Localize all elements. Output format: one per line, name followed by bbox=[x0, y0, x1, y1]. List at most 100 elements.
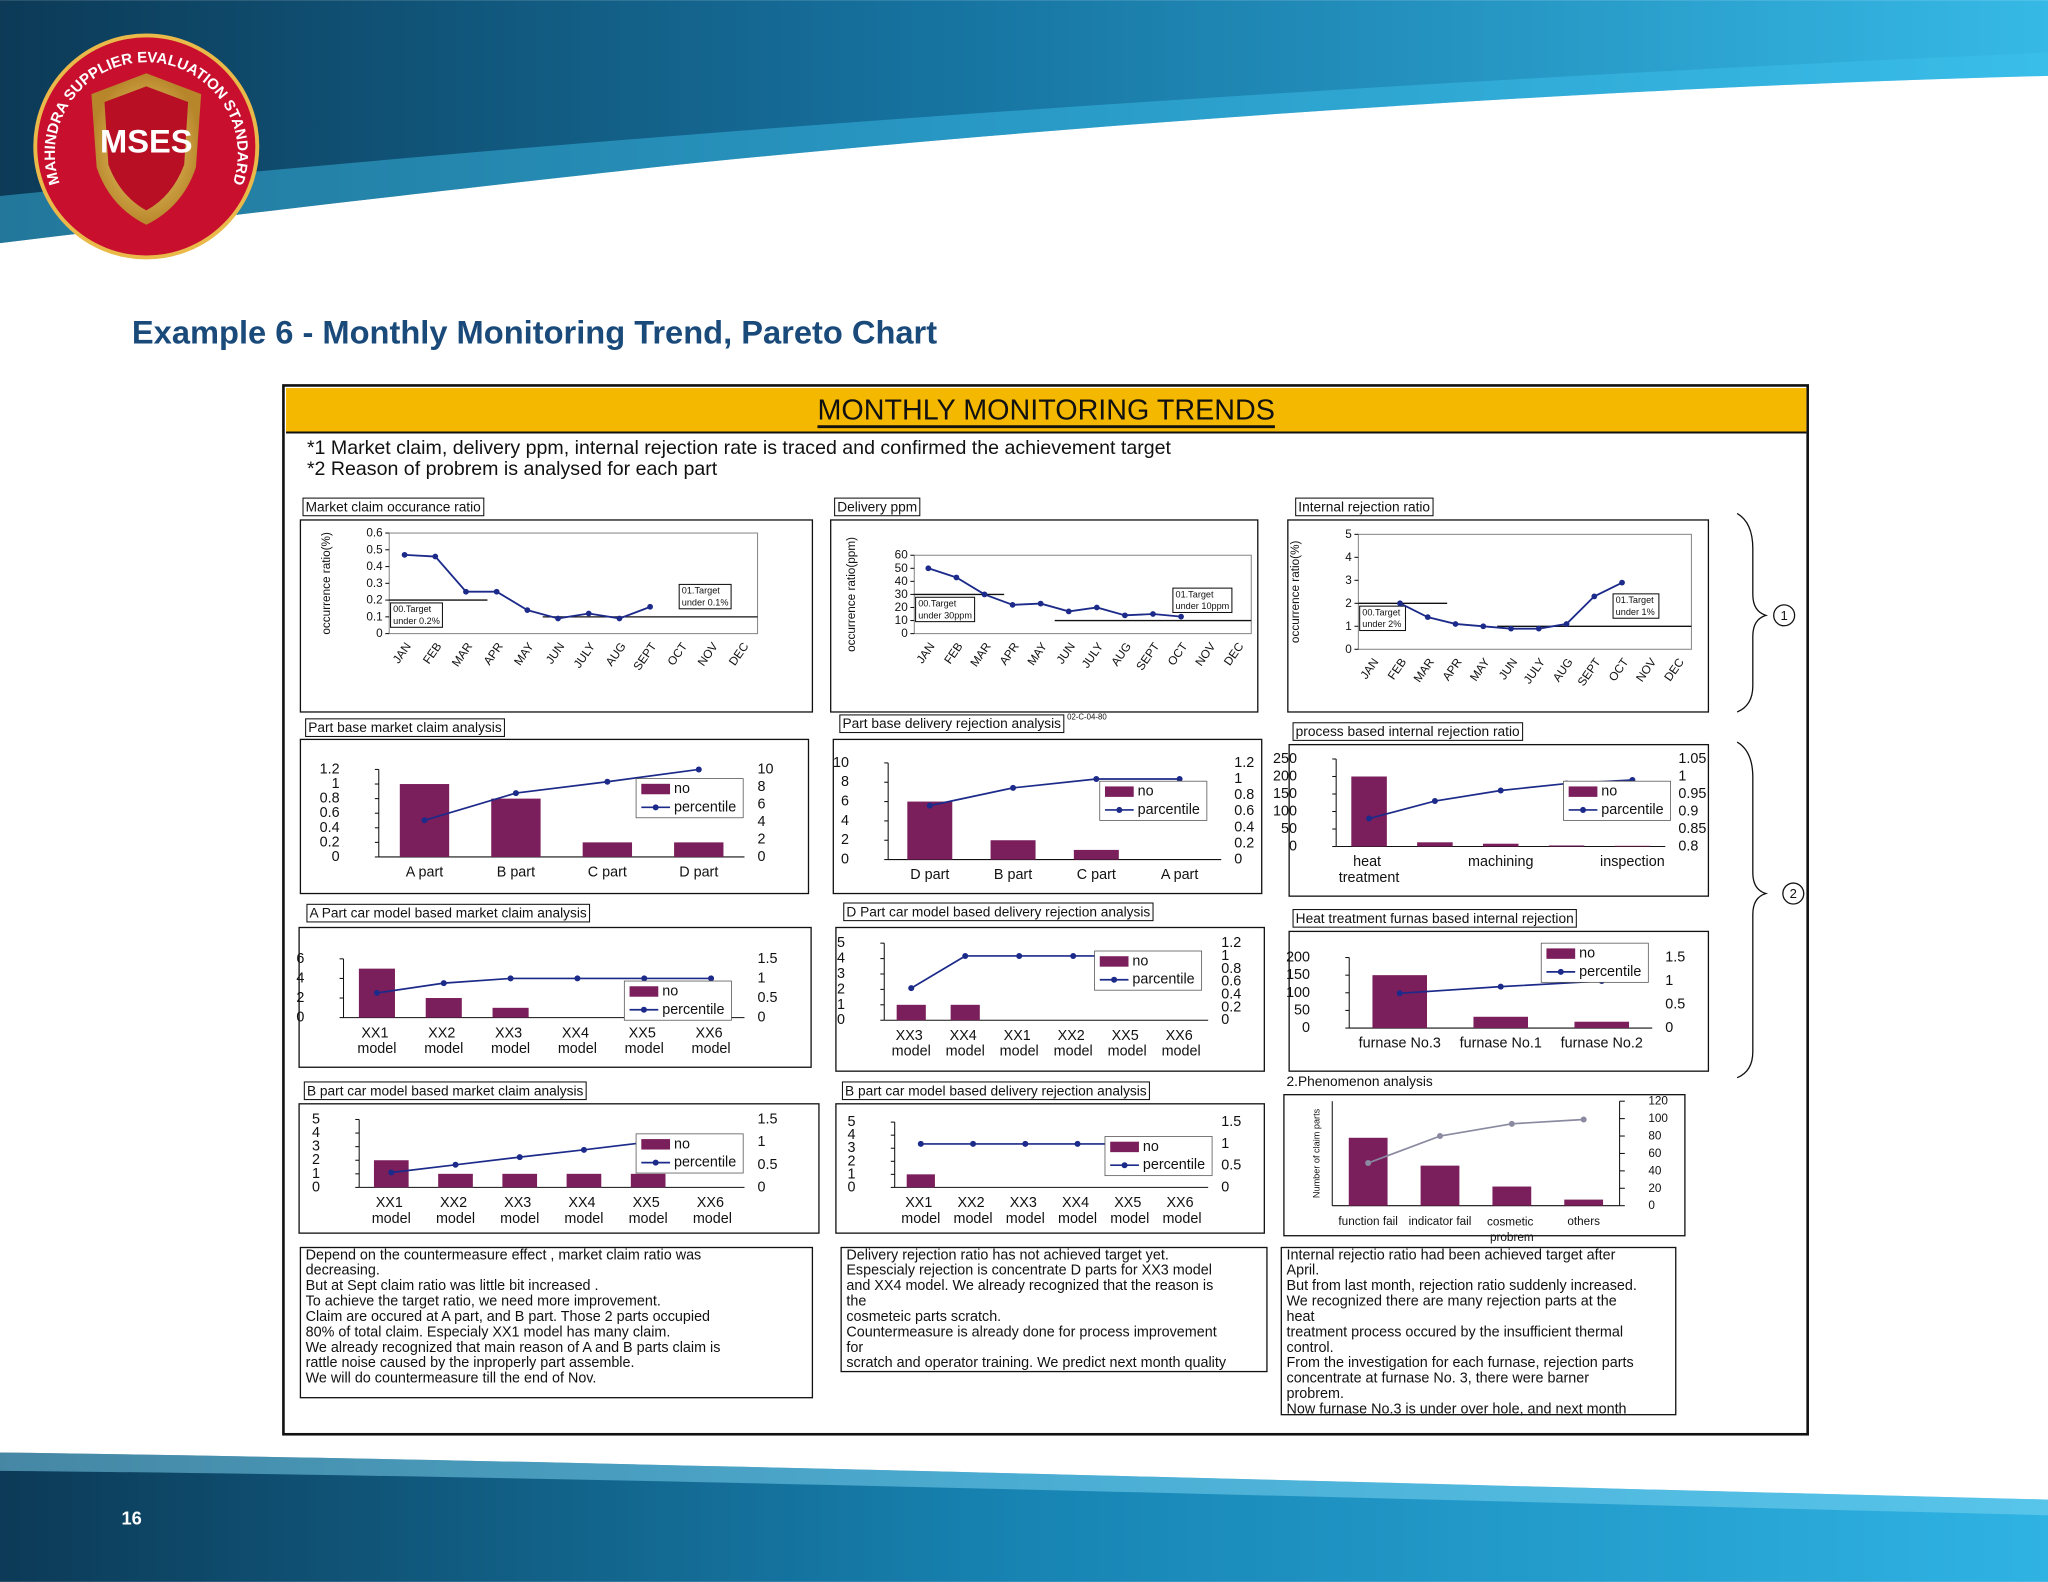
x-tick-label: XX3 model bbox=[491, 1025, 530, 1057]
chart-title: A Part car model based market claim anal… bbox=[310, 906, 587, 921]
x-tick-label: furnase No.3 bbox=[1359, 1036, 1441, 1052]
y-tick-label: 0 bbox=[848, 1179, 856, 1195]
marker-circle bbox=[1773, 604, 1796, 627]
label-line: model bbox=[558, 1041, 597, 1057]
trend-point bbox=[1397, 600, 1403, 607]
legend-swatch bbox=[1546, 948, 1576, 959]
chart-title: B part car model based market claim anal… bbox=[307, 1083, 584, 1098]
y-tick-label: 5 bbox=[1345, 528, 1352, 541]
chart-title: 2.Phenomenon analysis bbox=[1287, 1074, 1433, 1089]
x-tick-label: A part bbox=[1161, 867, 1199, 883]
y-tick-label: 200 bbox=[1273, 769, 1297, 785]
y-tick-label: 80 bbox=[1648, 1130, 1662, 1143]
trend-point bbox=[1591, 593, 1598, 600]
label-line: XX3 bbox=[504, 1195, 535, 1211]
cumulative-point bbox=[507, 975, 514, 982]
x-tick-label: XX1 model bbox=[357, 1025, 396, 1057]
label-box bbox=[834, 497, 921, 517]
label-line: XX5 bbox=[1114, 1195, 1145, 1211]
y2-tick-label: 1.5 bbox=[1221, 1114, 1241, 1130]
label-box bbox=[303, 1081, 587, 1101]
bar bbox=[425, 998, 462, 1018]
cumulative-line bbox=[376, 977, 712, 994]
comment-line: scratch and operator training. We predic… bbox=[846, 1355, 1226, 1371]
label-line: model bbox=[372, 1211, 411, 1227]
label-line: model bbox=[436, 1211, 475, 1227]
y2-tick-label: 0.8 bbox=[1678, 839, 1698, 855]
trend-point bbox=[1009, 602, 1016, 608]
trend-point bbox=[616, 615, 623, 622]
label-line: XX6 bbox=[696, 1025, 727, 1041]
y2-tick-label: 0.2 bbox=[1234, 835, 1254, 851]
y-axis-label: occurrence ratio(ppm) bbox=[845, 537, 858, 652]
label-line: XX5 bbox=[633, 1195, 664, 1211]
comment-box bbox=[1280, 1246, 1677, 1416]
label-box bbox=[843, 902, 1154, 922]
y2-tick-label: 0.95 bbox=[1678, 786, 1706, 802]
cumulative-point bbox=[1010, 784, 1017, 791]
label-box bbox=[1292, 909, 1577, 928]
label-line: XX2 bbox=[428, 1025, 459, 1041]
bar bbox=[674, 842, 724, 857]
x-tick-label: C part bbox=[588, 865, 627, 881]
marker: 2 bbox=[1790, 886, 1797, 901]
comment-line: Now furnase No.3 is under over hole, and… bbox=[1287, 1401, 1627, 1417]
y-tick-label: 0 bbox=[296, 1010, 304, 1026]
x-tick-label: XX2 model bbox=[953, 1195, 992, 1227]
comment-line: Delivery rejection ratio has not achieve… bbox=[846, 1247, 1168, 1263]
legend-swatch bbox=[1557, 968, 1564, 975]
cumulative-point bbox=[452, 1161, 459, 1168]
y2-tick-label: 0 bbox=[1234, 852, 1242, 868]
label-line: under 30ppm bbox=[918, 610, 972, 620]
trend-line bbox=[928, 567, 1182, 618]
x-tick-label: XX6 model bbox=[1162, 1028, 1201, 1060]
comment-line: probrem. bbox=[1287, 1386, 1344, 1402]
x-tick-label: XX3 model bbox=[892, 1028, 931, 1060]
y-tick-label: 3 bbox=[312, 1139, 320, 1155]
chart-title: Delivery ppm bbox=[837, 499, 917, 514]
y2-tick-label: 6 bbox=[758, 796, 766, 812]
cumulative-point bbox=[440, 980, 447, 987]
bar bbox=[1417, 842, 1453, 847]
stamp: 02-C-04-80 bbox=[1067, 713, 1107, 722]
legend-swatch bbox=[1110, 1141, 1139, 1153]
y-tick-label: 0 bbox=[312, 1179, 320, 1195]
y-tick-label: 6 bbox=[296, 951, 304, 967]
header-stripe bbox=[0, 52, 2048, 244]
x-tick-label: XX5 model bbox=[1110, 1195, 1149, 1227]
chart: B part car model based market claim anal… bbox=[298, 1081, 820, 1234]
x-tick-label: heat treatment bbox=[1339, 854, 1400, 886]
comment-line: Internal rejectio ratio had been achieve… bbox=[1287, 1247, 1616, 1263]
label-box bbox=[1292, 722, 1524, 741]
label-line: XX4 bbox=[1062, 1195, 1093, 1211]
slide-title: Example 6 - Monthly Monitoring Trend, Pa… bbox=[132, 313, 937, 350]
legend-label: percentile bbox=[1579, 964, 1641, 980]
y-tick-label: 1 bbox=[312, 1166, 320, 1182]
label-line: XX6 bbox=[1166, 1195, 1197, 1211]
label-line: 01.Target bbox=[682, 586, 723, 596]
target-label: 00.Target under 2% bbox=[1362, 607, 1403, 629]
trend-point bbox=[647, 603, 653, 610]
x-tick-label: XX4 model bbox=[1058, 1195, 1097, 1227]
y-tick-label: 2 bbox=[848, 1153, 856, 1169]
chart-frame bbox=[299, 519, 814, 713]
label-line: model bbox=[629, 1211, 668, 1227]
cumulative-point bbox=[1365, 1160, 1372, 1167]
label-line: model bbox=[692, 1041, 731, 1057]
y2-tick-label: 1 bbox=[1678, 769, 1686, 785]
legend-swatch bbox=[1111, 976, 1118, 983]
trend-point bbox=[432, 553, 439, 560]
comment-line: cosmeteic parts scratch. bbox=[846, 1309, 1001, 1325]
bar bbox=[1073, 849, 1119, 860]
bar bbox=[502, 1173, 538, 1188]
label-line: XX3 bbox=[1010, 1195, 1041, 1211]
chart: Part base delivery rejection analysis 0 2 4… bbox=[832, 714, 1263, 895]
x-tick-label: function fail bbox=[1338, 1215, 1397, 1228]
x-tick-label: XX5 model bbox=[625, 1025, 664, 1057]
x-tick-label: XX4 model bbox=[946, 1028, 985, 1060]
x-tick-label: XX1 model bbox=[372, 1195, 411, 1227]
trend-point bbox=[1508, 625, 1514, 632]
cumulative-line bbox=[929, 778, 1180, 807]
label-line: under 0.2% bbox=[393, 616, 440, 626]
x-tick-label: XX6 model bbox=[1162, 1195, 1201, 1227]
